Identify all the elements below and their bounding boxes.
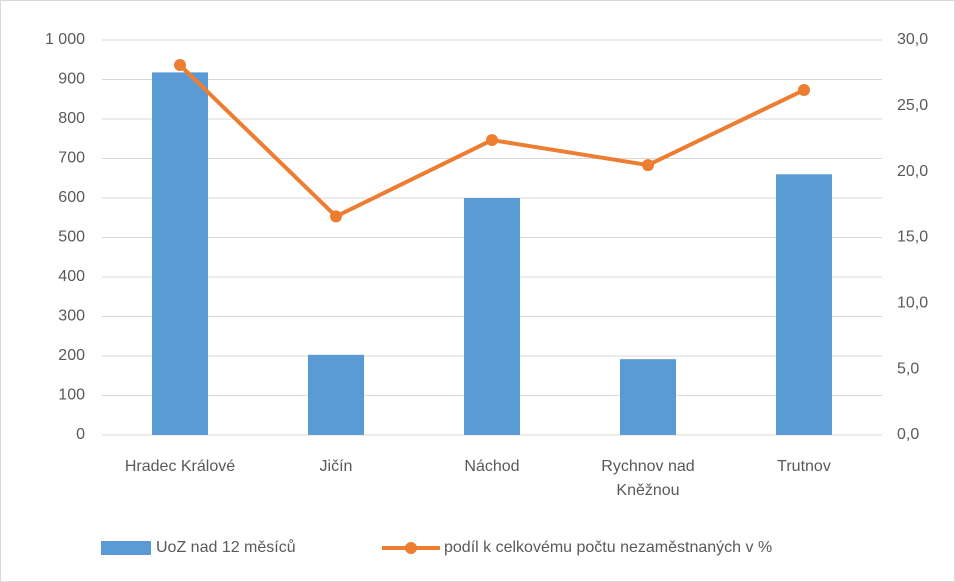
y-tick-label: 800 — [58, 110, 85, 127]
y-tick-label: 100 — [58, 387, 85, 404]
bar — [308, 354, 364, 435]
legend-label: podíl k celkovému počtu nezaměstnaných v… — [444, 539, 772, 556]
line-marker — [486, 134, 498, 147]
bar — [620, 359, 676, 435]
x-tick-label: Trutnov — [777, 458, 831, 475]
legend-swatch — [101, 541, 151, 555]
y-tick-label: 700 — [58, 150, 85, 167]
y-tick-label: 1 000 — [45, 31, 85, 48]
y-tick-label: 0 — [76, 426, 85, 443]
x-tick-label: Rychnov nad Kněžnou — [601, 458, 695, 499]
y-tick-label: 500 — [58, 229, 85, 246]
y-tick-label: 200 — [58, 347, 85, 364]
y-tick-label: 400 — [58, 268, 85, 285]
x-tick-label: Hradec Králové — [124, 458, 236, 475]
y2-tick-label: 15,0 — [897, 229, 928, 246]
legend-label: UoZ nad 12 měsíců — [156, 538, 296, 556]
y-tick-label: 300 — [58, 308, 85, 325]
x-tick-label: Náchod — [464, 458, 520, 475]
y2-tick-label: 20,0 — [897, 163, 928, 180]
bar — [464, 198, 520, 435]
bar — [776, 174, 832, 436]
y-tick-label: 900 — [58, 71, 85, 88]
legend-marker — [405, 542, 417, 554]
bar — [152, 72, 208, 435]
line-marker — [174, 59, 186, 72]
line-marker — [642, 159, 654, 172]
y2-tick-label: 0,0 — [897, 426, 919, 443]
y2-tick-label: 30,0 — [897, 31, 928, 48]
line-marker — [798, 84, 810, 97]
y2-tick-label: 5,0 — [897, 360, 919, 377]
line-marker — [330, 210, 342, 223]
y2-tick-label: 25,0 — [897, 97, 928, 114]
y-tick-label: 600 — [58, 189, 85, 206]
y2-tick-label: 10,0 — [897, 295, 928, 312]
x-tick-label: Jičín — [319, 458, 353, 475]
